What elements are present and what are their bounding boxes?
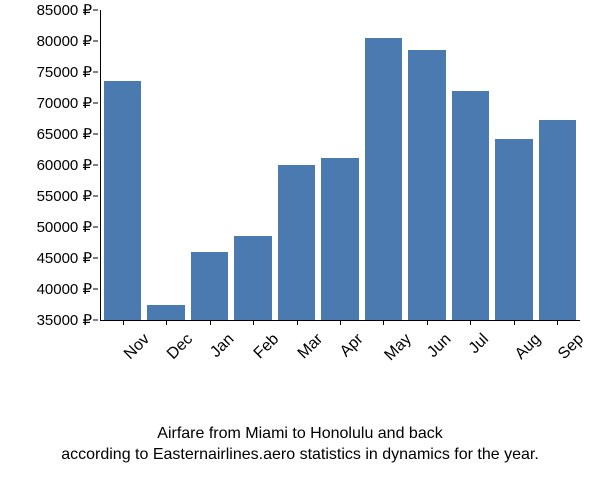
bar — [278, 165, 315, 320]
bars-group — [100, 10, 580, 320]
chart-caption: Airfare from Miami to Honolulu and back … — [0, 423, 600, 466]
x-label-wrap: Aug — [495, 322, 532, 382]
caption-line-1: Airfare from Miami to Honolulu and back — [157, 425, 442, 442]
x-tick-label: Sep — [555, 331, 588, 364]
x-tick-mark — [427, 320, 428, 325]
x-label-wrap: Jul — [452, 322, 489, 382]
x-tick-mark — [557, 320, 558, 325]
x-label-wrap: Nov — [104, 322, 141, 382]
y-tick-mark — [93, 165, 98, 166]
x-label-wrap: Apr — [321, 322, 358, 382]
x-tick-mark — [166, 320, 167, 325]
y-tick-mark — [93, 258, 98, 259]
plot-area — [100, 10, 580, 320]
x-tick-mark — [340, 320, 341, 325]
x-tick-mark — [253, 320, 254, 325]
y-tick-mark — [93, 10, 98, 11]
y-tick-mark — [93, 320, 98, 321]
y-tick-label: 70000 ₽ — [37, 94, 92, 112]
bar — [452, 91, 489, 320]
y-tick-label: 50000 ₽ — [37, 218, 92, 236]
x-axis: NovDecJanFebMarAprMayJunJulAugSep — [100, 322, 580, 382]
x-label-wrap: Feb — [234, 322, 271, 382]
y-tick-label: 40000 ₽ — [37, 280, 92, 298]
x-tick-mark — [383, 320, 384, 325]
y-tick-mark — [93, 103, 98, 104]
y-tick-mark — [93, 134, 98, 135]
x-label-wrap: Jan — [191, 322, 228, 382]
x-label-wrap: Jun — [408, 322, 445, 382]
bar — [147, 305, 184, 321]
y-tick-label: 85000 ₽ — [37, 1, 92, 19]
x-tick-mark — [123, 320, 124, 325]
bar — [191, 252, 228, 320]
x-tick-label: Jan — [207, 331, 238, 362]
x-tick-mark — [470, 320, 471, 325]
x-label-wrap: Mar — [278, 322, 315, 382]
y-tick-label: 65000 ₽ — [37, 125, 92, 143]
x-label-wrap: Dec — [147, 322, 184, 382]
x-tick-label: Jul — [466, 331, 493, 358]
y-tick-mark — [93, 72, 98, 73]
x-tick-mark — [514, 320, 515, 325]
bar — [234, 236, 271, 320]
y-tick-label: 35000 ₽ — [37, 311, 92, 329]
y-tick-label: 80000 ₽ — [37, 32, 92, 50]
airfare-bar-chart: 35000 ₽ 40000 ₽ 45000 ₽ 50000 ₽ 55000 ₽ 60000… — [20, 10, 580, 390]
caption-line-2: according to Easternairlines.aero statis… — [61, 446, 539, 463]
x-tick-label: Jun — [424, 331, 455, 362]
bar — [365, 38, 402, 320]
y-tick-mark — [93, 196, 98, 197]
y-tick-label: 75000 ₽ — [37, 63, 92, 81]
bar — [321, 158, 358, 320]
y-tick-label: 55000 ₽ — [37, 187, 92, 205]
bar — [408, 50, 445, 320]
y-tick-mark — [93, 289, 98, 290]
y-axis: 35000 ₽40000 ₽45000 ₽50000 ₽55000 ₽60000… — [20, 10, 98, 320]
x-tick-mark — [297, 320, 298, 325]
x-tick-mark — [210, 320, 211, 325]
x-label-wrap: May — [365, 322, 402, 382]
y-tick-mark — [93, 227, 98, 228]
x-label-wrap: Sep — [539, 322, 576, 382]
y-tick-mark — [93, 41, 98, 42]
bar — [104, 81, 141, 320]
y-tick-label: 45000 ₽ — [37, 249, 92, 267]
bar — [495, 139, 532, 320]
bar — [539, 120, 576, 320]
y-tick-label: 60000 ₽ — [37, 156, 92, 174]
x-tick-label: Apr — [337, 331, 367, 361]
